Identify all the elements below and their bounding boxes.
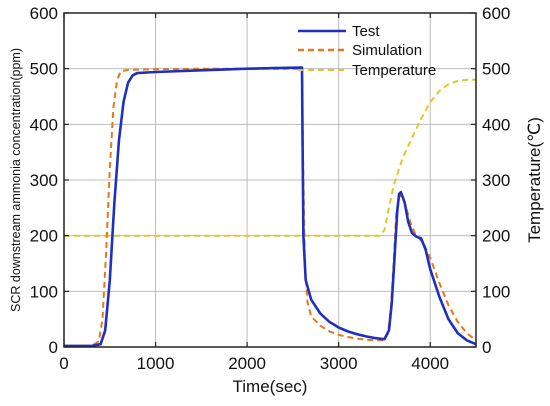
x-axis-title: Time(sec) [233,377,308,396]
y-tick-label: 500 [30,60,58,79]
y-axis-title-right: Temperature(℃) [525,117,544,243]
y-tick-label-right: 100 [482,282,510,301]
series-layer [64,66,477,348]
x-tick-label: 0 [59,354,68,373]
y-tick-label: 300 [30,171,58,190]
x-tick-label: 1000 [137,354,175,373]
y-axis-title: SCR downstream ammonia concentration(ppm… [9,48,23,312]
y-tick-label-right: 200 [482,227,510,246]
y-tick-label-right: 300 [482,171,510,190]
series-line-temperature [64,78,476,237]
ticks [63,12,476,348]
legend: Test Simulation Temperature [298,23,436,79]
y-tick-label: 200 [30,227,58,246]
series-line-test [64,66,477,348]
y-tick-label: 600 [30,4,58,23]
legend-simulation-label: Simulation [352,42,422,59]
y-tick-label: 400 [30,115,58,134]
x-tick-label: 3000 [320,354,358,373]
y-tick-label: 100 [30,282,58,301]
legend-test-label: Test [352,23,380,40]
x-tick-label: 2000 [228,354,266,373]
legend-temperature-label: Temperature [352,62,436,79]
x-tick-label: 4000 [411,354,449,373]
y-tick-label-right: 500 [482,60,510,79]
y-tick-label-right: 0 [482,338,491,357]
tick-labels: 0 1000 2000 3000 4000 0 100 200 300 400 500 600 0 100… [30,4,511,373]
y-tick-label: 0 [49,338,58,357]
y-tick-label-right: 600 [482,4,510,23]
y-tick-label-right: 400 [482,115,510,134]
